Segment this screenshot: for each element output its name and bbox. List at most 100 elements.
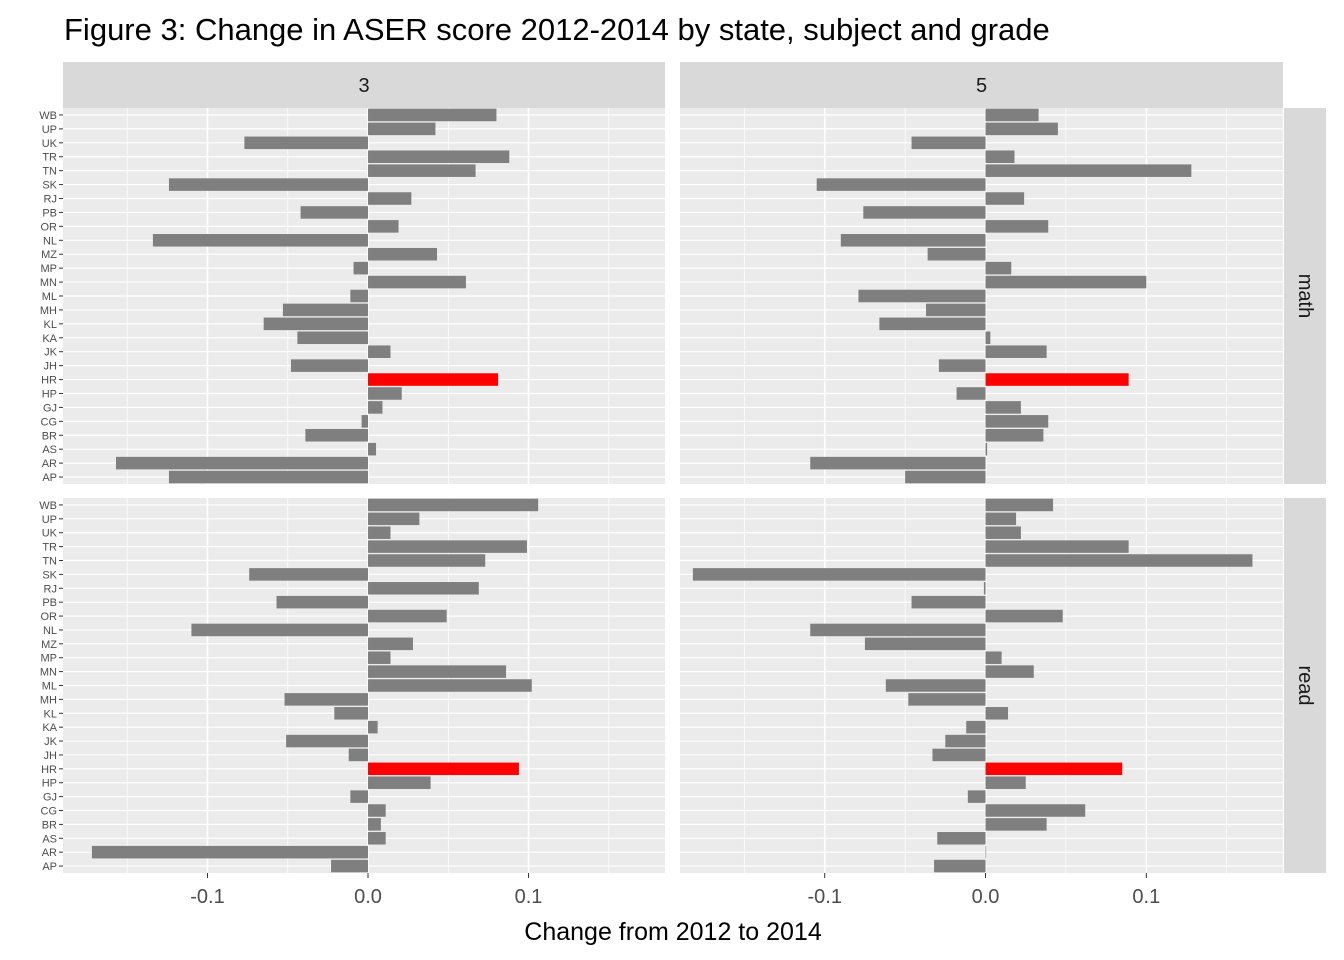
bar-GJ <box>967 790 986 803</box>
bar-NL <box>191 623 369 637</box>
bar-BR <box>985 428 1044 442</box>
x-tick-label: 0.0 <box>972 886 1000 908</box>
bar-WB <box>368 498 539 512</box>
x-tick-label: -0.1 <box>190 886 224 908</box>
bar-KA <box>985 331 991 345</box>
y-tick-label-SK: SK <box>42 180 57 192</box>
bar-HR <box>368 762 519 776</box>
y-tick-label-JH: JH <box>44 750 58 762</box>
y-tick-label-NL: NL <box>43 625 57 637</box>
y-tick-label-ML: ML <box>42 681 57 693</box>
y-tick-label-ML: ML <box>42 291 57 303</box>
bar-MH <box>284 693 369 706</box>
bar-ML <box>368 679 532 692</box>
bar-OR <box>985 609 1063 623</box>
bar-OR <box>368 609 447 623</box>
bar-AP <box>905 470 986 484</box>
column-strip-label: 5 <box>976 75 987 97</box>
bar-KA <box>966 720 986 734</box>
y-tick-label-WB: WB <box>39 110 57 122</box>
bar-AP <box>934 859 986 873</box>
bar-UK <box>244 136 369 150</box>
row-strip-label: read <box>1294 665 1316 705</box>
bar-TN <box>985 554 1253 567</box>
bar-SK <box>816 178 986 191</box>
panel-read-grade-5 <box>680 498 1283 873</box>
x-tick-label: 0.0 <box>354 886 382 908</box>
y-tick-label-TN: TN <box>42 556 57 568</box>
bar-CG <box>985 415 1049 428</box>
bar-MN <box>985 665 1034 678</box>
y-tick-label-AP: AP <box>42 861 57 873</box>
column-strip-3 <box>63 62 665 108</box>
bar-WB <box>985 498 1054 512</box>
bar-HR <box>985 762 1123 776</box>
bar-AP <box>168 470 369 484</box>
y-tick-label-UP: UP <box>42 124 57 136</box>
y-tick-label-TR: TR <box>42 542 57 554</box>
panels-layer: 3 5mathreadAPARASBRCGGJHPHRJHJKKAKLMHMLMN… <box>39 62 1326 908</box>
bar-MH <box>282 303 369 317</box>
bar-BR <box>985 818 1047 831</box>
bar-MH <box>926 303 986 317</box>
y-tick-label-UK: UK <box>42 138 58 150</box>
y-tick-label-CG: CG <box>41 416 58 428</box>
bar-UP <box>368 512 420 526</box>
bar-BR <box>305 428 369 442</box>
panel-read-grade-3 <box>63 498 665 873</box>
bar-TR <box>985 540 1129 553</box>
bar-AP <box>331 859 369 873</box>
y-tick-label-AR: AR <box>42 458 57 470</box>
y-tick-label-MN: MN <box>40 667 57 679</box>
bar-AR <box>115 456 369 470</box>
bar-SK <box>692 568 986 581</box>
bar-TR <box>985 150 1015 164</box>
bar-NL <box>840 234 986 247</box>
y-tick-label-OR: OR <box>41 221 58 233</box>
bar-JK <box>368 345 391 358</box>
bar-SK <box>249 568 369 581</box>
bar-ML <box>350 289 369 303</box>
y-tick-label-TR: TR <box>42 152 57 164</box>
bar-UP <box>368 122 436 136</box>
y-tick-label-JK: JK <box>44 347 58 359</box>
panel-math-grade-3 <box>63 108 665 484</box>
bar-JH <box>290 359 369 372</box>
bar-HP <box>985 776 1026 789</box>
bar-ML <box>858 289 986 303</box>
y-tick-label-JK: JK <box>44 736 58 748</box>
y-tick-label-MN: MN <box>40 277 57 289</box>
bar-AS <box>368 832 386 845</box>
bar-HP <box>368 387 402 400</box>
bar-AR <box>91 845 369 859</box>
y-tick-label-GJ: GJ <box>43 402 57 414</box>
chart-title: Figure 3: Change in ASER score 2012-2014… <box>64 12 1050 47</box>
panel-math-grade-5 <box>680 108 1283 484</box>
bar-JK <box>286 734 369 748</box>
bar-AS <box>985 442 988 456</box>
x-tick-label: -0.1 <box>807 886 841 908</box>
y-tick-label-MZ: MZ <box>41 639 57 651</box>
y-tick-label-MH: MH <box>40 305 57 317</box>
bar-MN <box>368 275 466 289</box>
bar-RJ <box>368 582 479 595</box>
bar-TR <box>368 540 527 553</box>
y-tick-label-KA: KA <box>42 722 57 734</box>
bar-AS <box>368 442 377 456</box>
y-tick-label-BR: BR <box>42 430 57 442</box>
y-tick-label-AS: AS <box>42 444 57 456</box>
y-tick-label-OR: OR <box>41 611 58 623</box>
y-tick-label-HR: HR <box>41 375 57 387</box>
bar-KA <box>368 720 378 734</box>
bar-WB <box>985 108 1039 122</box>
y-tick-label-BR: BR <box>42 819 57 831</box>
bar-HR <box>368 373 499 386</box>
bar-JK <box>985 345 1047 358</box>
bar-NL <box>152 234 369 247</box>
bar-PB <box>300 206 369 219</box>
bar-NL <box>810 623 986 637</box>
bar-MZ <box>368 247 438 261</box>
bar-HR <box>985 373 1129 386</box>
bar-GJ <box>368 401 383 414</box>
